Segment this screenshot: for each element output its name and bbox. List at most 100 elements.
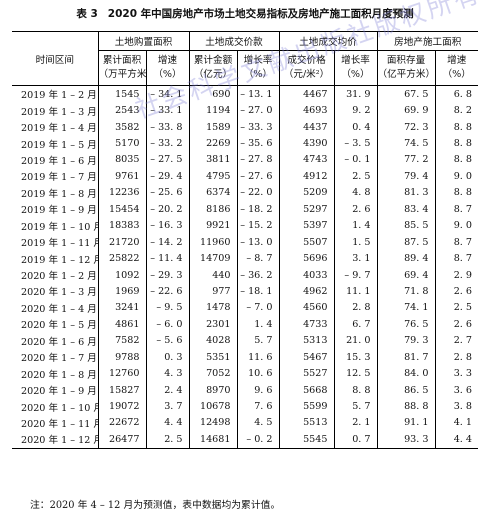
value-cell: 6. 8 xyxy=(434,85,478,103)
value-cell: – 5. 6 xyxy=(145,332,189,349)
value-cell: 1969 xyxy=(97,283,146,300)
table-row: 2019 年 1 – 5 月 5170– 33. 2 2269– 35. 6 4390… xyxy=(12,135,478,152)
value-cell: 5545 xyxy=(278,431,334,449)
period-cell: 2020 年 1 – 7 月 xyxy=(21,353,97,365)
value-cell: 19072 xyxy=(97,398,146,415)
value-cell: 2. 7 xyxy=(434,332,478,349)
value-cell: 12498 xyxy=(188,414,237,432)
value-cell: 79. 3 xyxy=(376,332,435,349)
value-cell: 3811 xyxy=(188,151,237,169)
value-cell: 31. 9 xyxy=(333,85,377,103)
value-cell: 5507 xyxy=(278,233,334,251)
period-cell: 2019 年 1 – 2 月 xyxy=(21,90,97,102)
period-cell: 2020 年 1 – 9 月 xyxy=(21,386,97,398)
value-cell: 9. 0 xyxy=(434,168,478,185)
value-cell: 4693 xyxy=(278,102,334,119)
value-cell: 8. 8 xyxy=(434,135,478,152)
value-cell: 81. 3 xyxy=(376,184,435,202)
value-cell: 4560 xyxy=(278,299,334,317)
value-cell: 8035 xyxy=(97,151,146,169)
value-cell: 69. 9 xyxy=(376,102,435,119)
table-row: 2019 年 1 – 4 月 3582– 33. 8 1589– 33. 3 4437… xyxy=(12,118,478,136)
value-cell: 5297 xyxy=(278,201,334,218)
value-cell: 4. 4 xyxy=(145,414,189,432)
value-cell: 9921 xyxy=(188,217,237,234)
value-cell: 9. 6 xyxy=(236,381,279,399)
value-cell: 2301 xyxy=(188,316,237,333)
value-cell: – 25. 6 xyxy=(145,184,189,202)
table-row: 2019 年 1 – 10 月 18383– 16. 3 9921– 15. 2 53… xyxy=(12,217,478,234)
subheader-amount-growth: 增长率 （%） xyxy=(236,50,279,86)
value-cell: 4743 xyxy=(278,151,334,169)
value-cell: 5. 7 xyxy=(333,398,377,415)
value-cell: 3. 1 xyxy=(333,250,377,267)
value-cell: 69. 4 xyxy=(376,266,435,284)
value-cell: 22672 xyxy=(97,414,146,432)
period-header: 时间区间 xyxy=(12,31,98,86)
subheader-area-stock: 面积存量 （亿平方米） xyxy=(376,50,435,86)
value-cell: 12760 xyxy=(97,365,146,382)
value-cell: 9761 xyxy=(97,168,146,185)
value-cell: 5696 xyxy=(278,250,334,267)
value-cell: 5668 xyxy=(278,381,334,399)
value-cell: 2. 4 xyxy=(145,381,189,399)
value-cell: – 13. 1 xyxy=(236,85,279,103)
value-cell: 440 xyxy=(188,266,237,284)
value-cell: – 18. 2 xyxy=(236,201,279,218)
value-cell: 6. 7 xyxy=(333,316,377,333)
table-title-text: 2020 年中国房地产市场土地交易指标及房地产施工面积月度预测 xyxy=(107,8,414,20)
value-cell: 7582 xyxy=(97,332,146,349)
value-cell: 74. 5 xyxy=(376,135,435,152)
period-cell: 2020 年 1 – 6 月 xyxy=(21,336,97,348)
table-row: 2019 年 1 – 12 月 25822– 11. 4 14709– 8. 7 56… xyxy=(12,250,478,267)
value-cell: 3. 6 xyxy=(434,381,478,399)
table-row: 2020 年 1 – 3 月 1969– 22. 6 977– 18. 1 4962 1… xyxy=(12,283,478,300)
value-cell: – 14. 2 xyxy=(145,233,189,251)
table-row: 2020 年 1 – 6 月 7582– 5. 6 4028 5. 7 5313 21. … xyxy=(12,332,478,349)
period-cell: 2020 年 1 – 3 月 xyxy=(21,287,97,299)
value-cell: – 29. 4 xyxy=(145,168,189,185)
value-cell: – 36. 2 xyxy=(236,266,279,284)
subheader-cumulative-amount: 累计金额 （亿元） xyxy=(188,50,237,86)
value-cell: 4. 5 xyxy=(236,414,279,432)
value-cell: 4033 xyxy=(278,266,334,284)
value-cell: 10. 6 xyxy=(236,365,279,382)
value-cell: 5170 xyxy=(97,135,146,152)
value-cell: 2. 5 xyxy=(145,431,189,449)
value-cell: – 27. 6 xyxy=(236,168,279,185)
value-cell: – 29. 3 xyxy=(145,266,189,284)
table-row: 2020 年 1 – 8 月 12760 4. 3 7052 10. 6 5527 12. … xyxy=(12,365,478,382)
value-cell: 0. 4 xyxy=(333,118,377,136)
table-row: 2020 年 1 – 5 月 4861– 6. 0 2301 1. 4 4733 6. 7… xyxy=(12,316,478,333)
value-cell: – 15. 2 xyxy=(236,217,279,234)
value-cell: – 22. 6 xyxy=(145,283,189,300)
value-cell: 5467 xyxy=(278,349,334,366)
value-cell: 2. 6 xyxy=(434,316,478,333)
table-row: 2020 年 1 – 2 月 1092– 29. 3 440– 36. 2 4033–… xyxy=(12,266,478,284)
table-row: 2020 年 1 – 11 月 22672 4. 4 12498 4. 5 5513 2. … xyxy=(12,414,478,432)
value-cell: 9. 0 xyxy=(434,217,478,234)
value-cell: 2543 xyxy=(97,102,146,119)
value-cell: – 3. 5 xyxy=(333,135,377,152)
value-cell: 8. 7 xyxy=(434,201,478,218)
value-cell: 1. 5 xyxy=(333,233,377,251)
value-cell: 2. 5 xyxy=(333,168,377,185)
value-cell: 5513 xyxy=(278,414,334,432)
table-row: 2019 年 1 – 6 月 8035– 27. 5 3811– 27. 8 4743… xyxy=(12,151,478,169)
table-row: 2020 年 1 – 4 月 3241– 9. 5 1478– 7. 0 4560 2.… xyxy=(12,299,478,317)
value-cell: 8. 7 xyxy=(434,250,478,267)
value-cell: – 13. 0 xyxy=(236,233,279,251)
value-cell: 26477 xyxy=(97,431,146,449)
subheader-transaction-price: 成交价格 （元/米²） xyxy=(278,50,334,86)
value-cell: 21. 0 xyxy=(333,332,377,349)
value-cell: 85. 5 xyxy=(376,217,435,234)
period-cell: 2019 年 1 – 9 月 xyxy=(21,205,97,217)
value-cell: 79. 4 xyxy=(376,168,435,185)
period-cell: 2019 年 1 – 7 月 xyxy=(21,172,97,184)
value-cell: 8. 8 xyxy=(333,381,377,399)
value-cell: 1092 xyxy=(97,266,146,284)
value-cell: 7052 xyxy=(188,365,237,382)
period-cell: 2019 年 1 – 5 月 xyxy=(21,139,97,151)
value-cell: 5599 xyxy=(278,398,334,415)
